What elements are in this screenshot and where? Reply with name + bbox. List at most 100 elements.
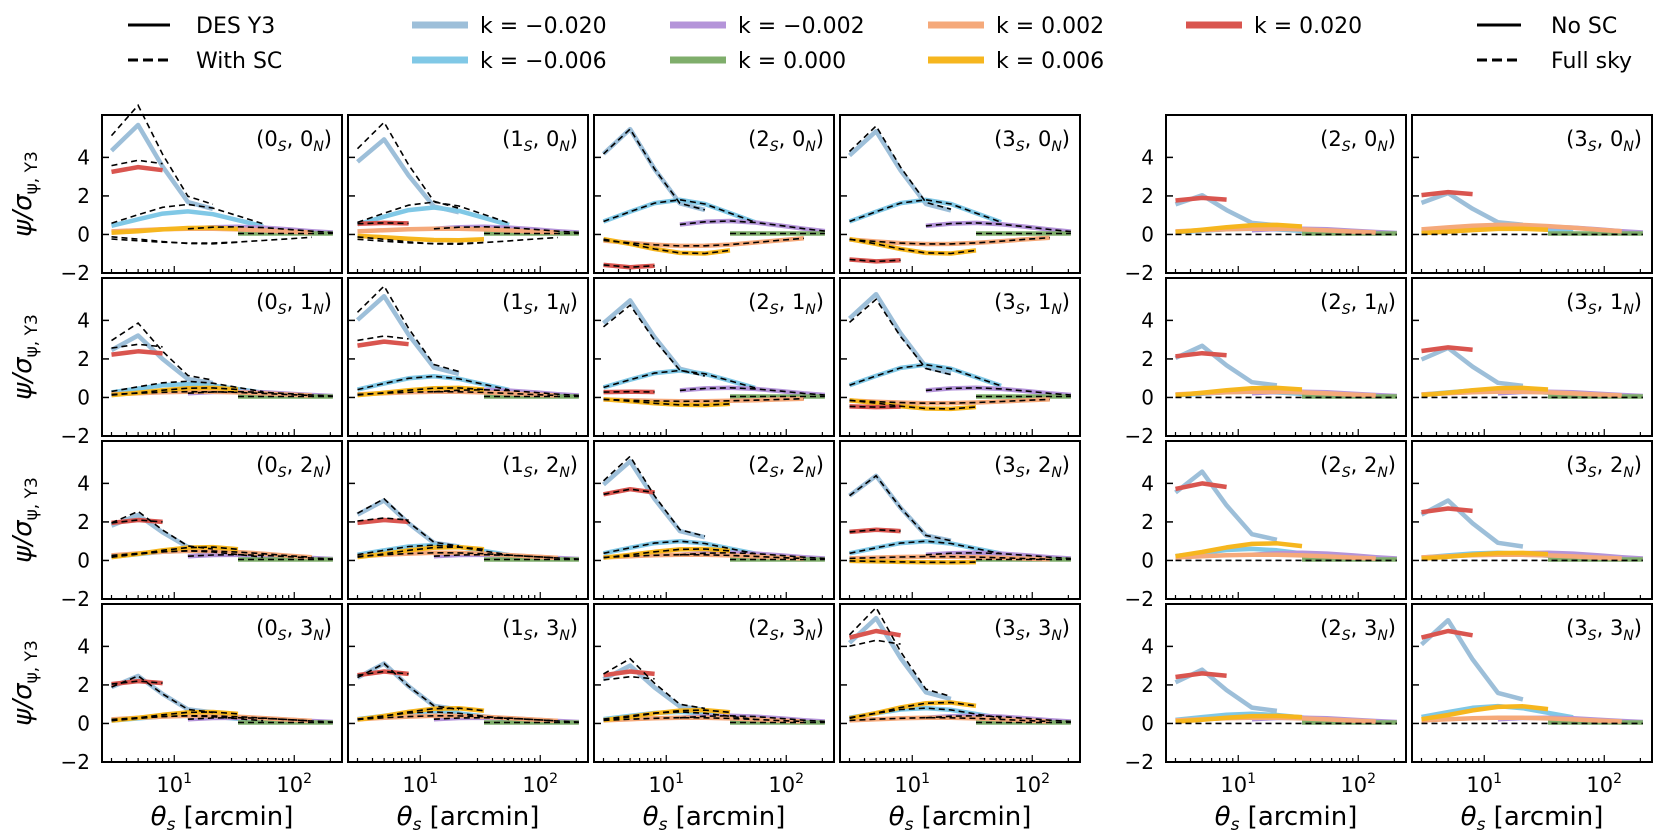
with-sc-line-k2	[433, 225, 579, 234]
series-line-k6	[1420, 628, 1473, 640]
panel-background	[348, 604, 588, 762]
panel-label: (2S, 2N)	[748, 453, 824, 481]
with-sc-line-k2	[433, 388, 579, 397]
with-sc-line-k2	[679, 551, 825, 560]
with-sc-line-k5	[849, 701, 977, 720]
y-tick-label: 4	[77, 471, 90, 495]
series-line-k6	[1175, 350, 1227, 359]
panel-background	[1166, 278, 1406, 436]
panel-label: (2S, 1N)	[748, 290, 824, 318]
panel-10: −2 0 2 4 (2S, 1N)	[1125, 277, 1407, 448]
panel-23: 101 102 (3S, 3N)	[1411, 603, 1653, 797]
panel-frame	[593, 277, 835, 437]
y-tick-label: −2	[1125, 424, 1154, 448]
with-sc-line-k2	[679, 386, 825, 396]
with-sc-line-k4	[357, 551, 558, 559]
with-sc-line-k6	[603, 264, 655, 269]
series-line-k1	[602, 368, 756, 391]
y-tick-label: 4	[1141, 145, 1154, 169]
panel-frame	[101, 603, 343, 763]
with-sc-line-k6	[357, 670, 409, 676]
panel-background	[840, 441, 1080, 599]
panel-frame	[593, 440, 835, 600]
x-tick-label: 101	[894, 771, 930, 797]
with-sc-line-k5	[603, 238, 731, 255]
legend-color-label-0: k = −0.020	[480, 14, 607, 39]
series-line-k4	[1175, 552, 1376, 561]
legend-color-label-4: k = 0.002	[996, 14, 1104, 39]
panel-frame	[839, 440, 1081, 600]
series-line-k6	[1421, 345, 1473, 354]
with-sc-line-k6	[111, 343, 163, 349]
y-tick-label: 4	[1141, 308, 1154, 332]
x-axis-label-0: θs [arcmin]	[151, 802, 294, 835]
series-line-k5	[111, 225, 239, 236]
y-tick-label: −2	[61, 261, 90, 285]
with-sc-line-k6	[849, 258, 901, 263]
panel-label: (0S, 1N)	[256, 290, 332, 318]
with-sc-line-k0	[356, 284, 460, 373]
with-sc-line-k5	[603, 709, 731, 721]
with-sc-line-k0	[603, 657, 706, 710]
panel-background	[1412, 441, 1652, 599]
series-line-k1	[603, 538, 756, 556]
panel-frame	[1165, 603, 1407, 763]
panel-11: (3S, 1N)	[1411, 277, 1653, 437]
y-tick-label: −2	[1125, 261, 1154, 285]
with-sc-line-k4	[357, 390, 558, 397]
panel-label: (0S, 3N)	[256, 616, 332, 644]
series-line-k6	[1421, 506, 1473, 515]
legend-right-label-1: Full sky	[1551, 49, 1632, 74]
panel-label: (3S, 2N)	[1566, 453, 1642, 481]
y-tick-label: 4	[77, 308, 90, 332]
x-tick-label: 102	[522, 771, 558, 797]
with-sc-line-k2	[925, 222, 1071, 233]
with-sc-line-k2	[187, 225, 333, 234]
panel-frame	[1411, 114, 1653, 274]
panel-5: (3S, 0N)	[1411, 114, 1653, 274]
with-sc-line-k5	[111, 546, 239, 558]
legend-label-0: DES Y3	[196, 14, 275, 39]
with-sc-line-k6	[849, 405, 901, 408]
x-tick-label: 102	[1340, 771, 1376, 797]
x-tick-label: 102	[1586, 771, 1622, 797]
panel-frame	[593, 114, 835, 274]
series-line-k6	[848, 628, 901, 640]
y-axis-label-1: ψ/σψ, Y3	[8, 314, 42, 400]
with-sc-line-k6	[111, 159, 163, 167]
y-tick-label: 0	[1141, 548, 1154, 572]
y-tick-label: 0	[1141, 711, 1154, 735]
y-tick-label: 4	[77, 145, 90, 169]
with-sc-line-k5	[603, 548, 731, 559]
series-line-k4	[1421, 222, 1622, 234]
panel-3: (3S, 0N)	[839, 114, 1081, 274]
y-tick-label: 0	[1141, 222, 1154, 246]
y-tick-label: 2	[77, 347, 90, 371]
y-tick-label: 2	[1141, 184, 1154, 208]
legend-color-label-5: k = 0.006	[996, 49, 1104, 74]
with-sc-line-k5	[111, 236, 239, 245]
with-sc-line-k6	[357, 517, 409, 522]
with-sc-line-k6	[603, 488, 655, 496]
with-sc-line-k0	[357, 497, 460, 547]
series-line-k0	[1174, 469, 1278, 542]
with-sc-line-k4	[357, 714, 558, 722]
panel-label: (0S, 2N)	[256, 453, 332, 481]
panel-frame	[101, 114, 343, 274]
panel-9: (3S, 1N)	[839, 277, 1081, 437]
series-line-k5	[1175, 541, 1303, 559]
y-axis-label-0: ψ/σψ, Y3	[8, 151, 42, 237]
with-sc-line-k1	[849, 363, 1002, 387]
with-sc-line-k5	[357, 546, 485, 558]
panel-21: 101 102 (3S, 3N)	[839, 603, 1081, 797]
with-sc-line-k4	[603, 397, 804, 403]
x-tick-label: 101	[1220, 771, 1256, 797]
x-axis-label-5: θs [arcmin]	[1461, 802, 1604, 835]
with-sc-line-k0	[849, 474, 952, 542]
with-sc-line-k0	[602, 304, 706, 377]
panel-frame	[839, 114, 1081, 274]
series-line-k4	[357, 226, 558, 235]
panel-frame	[101, 277, 343, 437]
panel-frame	[1411, 440, 1653, 600]
